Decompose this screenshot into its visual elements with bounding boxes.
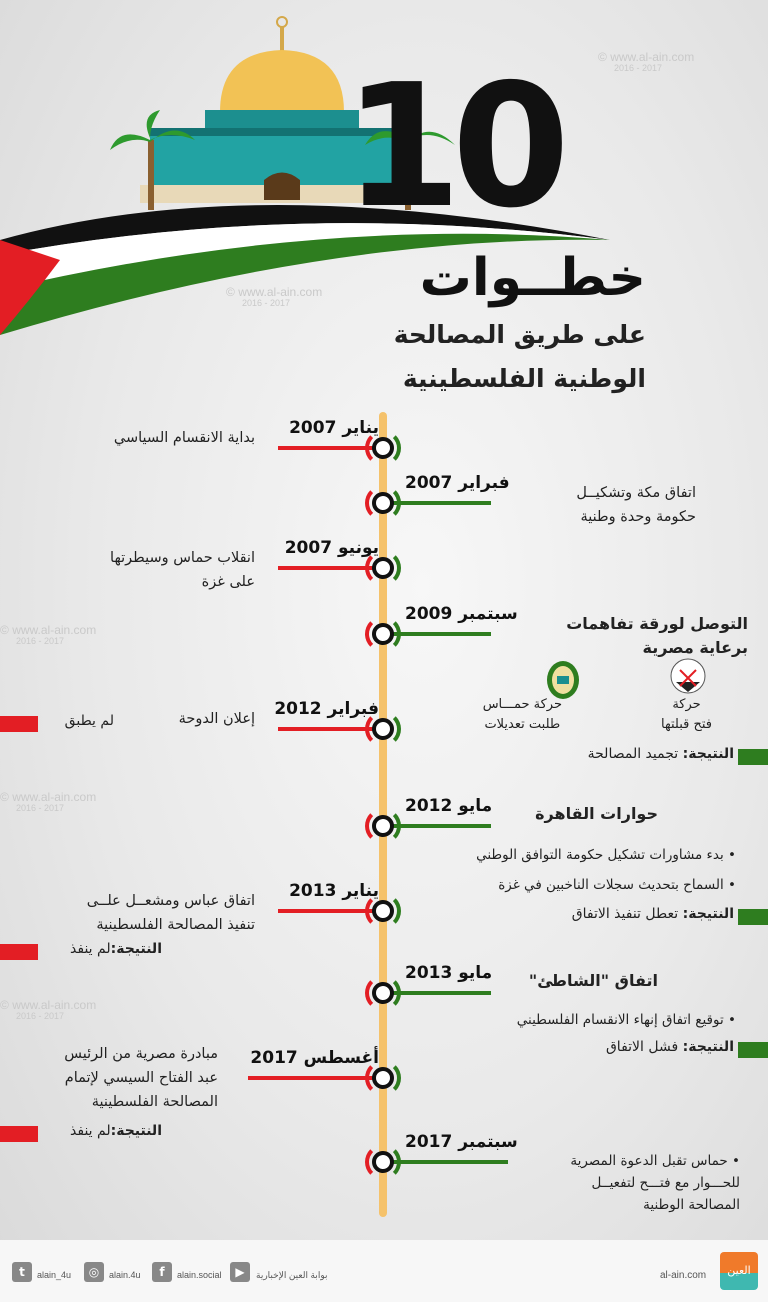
event-description: حوارات القاهرة [535,804,658,823]
flag-swoosh [0,205,610,335]
instagram-icon[interactable]: ◎ [84,1262,104,1282]
result-marker-green [738,749,768,765]
red-connector [278,727,383,731]
page-title: خطــوات [419,248,646,308]
result-cairo: النتيجة: تعطل تنفيذ الاتفاق [571,906,734,922]
red-connector [278,446,383,450]
red-connector [278,909,383,913]
dome-of-the-rock-icon [140,16,425,203]
event-description: إعلان الدوحة [178,711,255,727]
hamas-caption: حركة حمـــاس طلبت تعديلات [482,697,562,732]
timeline-node [372,623,394,645]
green-arc [365,975,401,1011]
green-connector [383,501,491,505]
header-illustration: 10 [0,16,610,335]
result-2009: النتيجة: تجميد المصالحة [587,746,734,762]
bullet-item: • بدء مشاورات تشكيل حكومة التوافق الوطني [476,847,736,863]
hamas-emblem-icon [547,661,579,699]
green-connector [383,991,491,995]
event-date: أغسطس 2017 [250,1048,379,1068]
twitter-handle[interactable]: alain_4u [37,1270,72,1280]
event-description: اتفاق عباس ومشعــل علــى تنفيذ المصالحة ا… [86,893,255,933]
result-marker-green [738,909,768,925]
palm-tree-icon [110,110,455,210]
timeline-node [372,718,394,740]
timeline-node [372,1067,394,1089]
facebook-icon[interactable]: f [152,1262,172,1282]
bullet-item: • توقيع اتفاق إنهاء الانقسام الفلسطيني [516,1012,736,1028]
event-description: التوصل لورقة تفاهمات برعاية مصرية [566,614,748,657]
timeline-node [372,900,394,922]
green-arc [365,711,401,747]
event-date: يناير 2007 [289,418,379,438]
green-connector [383,632,491,636]
red-connector [278,566,383,570]
watermark: © www.al-ain.com 2016 - 2017 [0,790,97,813]
event-description: مبادرة مصرية من الرئيس عبد الفتاح السيسي … [64,1046,218,1110]
al-ain-logo: العين [720,1252,758,1290]
event-date: فبراير 2012 [274,699,379,719]
green-arc [365,893,401,929]
facebook-handle[interactable]: alain.social [177,1270,222,1280]
result-doha: لم يطبق [64,713,114,729]
timeline-node [372,557,394,579]
site-url[interactable]: al-ain.com [660,1270,707,1281]
event-description: اتفاق مكة وتشكيــل حكومة وحدة وطنية [576,485,696,525]
event-date: فبراير 2007 [405,473,510,493]
event-date: مايو 2012 [405,796,493,816]
instagram-handle[interactable]: alain.4u [109,1270,141,1280]
twitter-icon[interactable]: t [12,1262,32,1282]
result-aug2017: النتيجة:لم ينفذ [70,1123,162,1139]
event-date: سبتمبر 2009 [405,604,518,624]
green-arc [365,616,401,652]
watermark: © www.al-ain.com 2016 - 2017 [0,623,97,646]
event-description: انقلاب حماس وسيطرتها على غزة [110,550,255,590]
event-description: اتفاق "الشاطئ" [528,971,658,990]
watermark: © www.al-ain.com 2016 - 2017 [0,998,97,1021]
event-date: سبتمبر 2017 [405,1132,518,1152]
event-date: يناير 2013 [289,881,379,901]
green-connector [383,824,491,828]
event-date: مايو 2013 [405,963,493,983]
green-arc [365,1144,401,1180]
subtitle-line1: على طريق المصالحة [393,320,646,349]
result-shati: النتيجة: فشل الاتفاق [605,1039,734,1055]
youtube-icon[interactable]: ▶ [230,1262,250,1282]
youtube-channel[interactable]: بوابة العين الإخبارية [256,1270,328,1280]
event-date: يونيو 2007 [284,538,379,558]
green-arc [365,485,401,521]
timeline-node [372,492,394,514]
bullet-item: • السماح بتحديث سجلات الناخبين في غزة [498,877,736,893]
result-marker-red [0,944,38,960]
result-marker-green [738,1042,768,1058]
sep2017-description: • حماس تقبل الدعوة المصرية للحـــوار مع … [570,1153,740,1213]
footer: t alain_4u ◎ alain.4u f alain.social ▶ ب… [0,1240,768,1302]
watermark: © www.al-ain.com 2016 - 2017 [226,285,323,308]
green-connector [383,1160,508,1164]
fatah-caption: حركة فتح قبلتها [661,697,712,732]
green-arc [365,430,401,466]
big-number: 10 [343,48,562,246]
fatah-emblem-icon [670,658,706,694]
timeline-node [372,982,394,1004]
green-arc [365,1060,401,1096]
timeline-node [372,1151,394,1173]
red-connector [248,1076,383,1080]
green-arc [365,808,401,844]
timeline-node [372,815,394,837]
result-jan2013: النتيجة:لم ينفذ [70,941,162,957]
event-description: بداية الانقسام السياسي [113,430,255,446]
watermark: © www.al-ain.com 2016 - 2017 [598,50,695,73]
timeline-node [372,437,394,459]
result-marker-red [0,1126,38,1142]
result-marker-red [0,716,38,732]
green-arc [365,550,401,586]
subtitle-line2: الوطنية الفلسطينية [402,364,646,393]
